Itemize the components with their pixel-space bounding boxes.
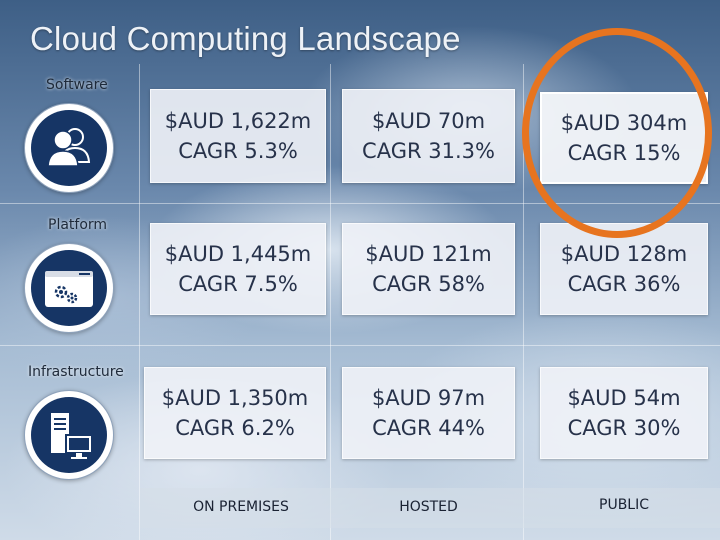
cell-value: $AUD 121m [365,242,492,266]
cell-platform-public: $AUD 128m CAGR 36% [540,223,708,315]
browser-gears-icon [31,250,107,326]
grid-line-horizontal [0,203,720,204]
cell-value: $AUD 97m [371,386,486,410]
cell-infrastructure-on-premises: $AUD 1,350m CAGR 6.2% [144,367,326,459]
cell-cagr: CAGR 36% [567,272,681,296]
cell-value: $AUD 1,350m [161,386,309,410]
column-label-band [140,488,720,528]
row-label-software: Software [46,77,108,93]
server-monitor-icon [31,397,107,473]
cell-platform-on-premises: $AUD 1,445m CAGR 7.5% [150,223,326,315]
cell-value: $AUD 128m [560,242,688,266]
grid-line-vertical [330,64,331,540]
cell-value: $AUD 1,445m [164,242,312,266]
users-icon [31,110,107,186]
cell-infrastructure-hosted: $AUD 97m CAGR 44% [342,367,515,459]
grid-line-horizontal [0,345,720,346]
grid-line-vertical [523,64,524,540]
cell-value: $AUD 1,622m [164,109,312,133]
column-label-on-premises: ON PREMISES [193,499,289,515]
cell-cagr: CAGR 44% [372,416,485,440]
grid-line-vertical [139,64,140,540]
cell-software-on-premises: $AUD 1,622m CAGR 5.3% [150,89,326,183]
cell-cagr: CAGR 31.3% [362,139,495,163]
cell-software-hosted: $AUD 70m CAGR 31.3% [342,89,515,183]
highlight-ring [522,28,712,238]
row-label-platform: Platform [48,217,108,233]
cell-cagr: CAGR 30% [567,416,681,440]
column-label-hosted: HOSTED [399,499,458,515]
row-label-infrastructure: Infrastructure [28,364,124,380]
cell-infrastructure-public: $AUD 54m CAGR 30% [540,367,708,459]
slide-title: Cloud Computing Landscape [30,20,461,57]
platform-icon-badge [24,243,114,333]
cell-value: $AUD 54m [567,386,681,410]
cell-cagr: CAGR 58% [372,272,485,296]
cell-cagr: CAGR 6.2% [175,416,295,440]
column-label-public: PUBLIC [599,497,649,513]
software-icon-badge [24,103,114,193]
cell-platform-hosted: $AUD 121m CAGR 58% [342,223,515,315]
cell-value: $AUD 70m [371,109,486,133]
cell-cagr: CAGR 5.3% [178,139,298,163]
cell-cagr: CAGR 7.5% [178,272,298,296]
infrastructure-icon-badge [24,390,114,480]
